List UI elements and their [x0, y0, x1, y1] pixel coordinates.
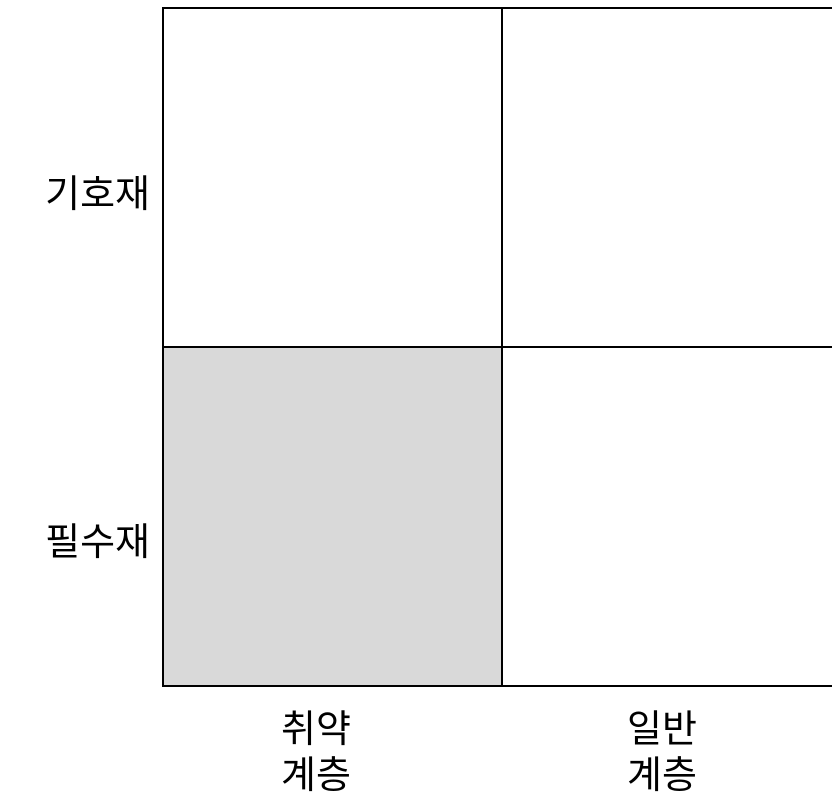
row-label-necessity: 필수재 [45, 520, 150, 564]
column-label-general-line2: 계층 [627, 753, 697, 797]
column-label-vulnerable-line2: 계층 [281, 753, 351, 797]
column-label-general-line1: 일반 [627, 707, 697, 751]
column-label-vulnerable-line1: 취약 [281, 707, 351, 751]
column-label-vulnerable: 취약 계층 [216, 706, 416, 798]
quadrant-matrix [162, 7, 832, 687]
column-label-general: 일반 계층 [562, 706, 762, 798]
row-label-luxury: 기호재 [45, 172, 150, 216]
cell-luxury-general [501, 7, 832, 348]
cell-necessity-vulnerable [162, 346, 503, 687]
cell-necessity-general [501, 346, 832, 687]
cell-luxury-vulnerable [162, 7, 503, 348]
